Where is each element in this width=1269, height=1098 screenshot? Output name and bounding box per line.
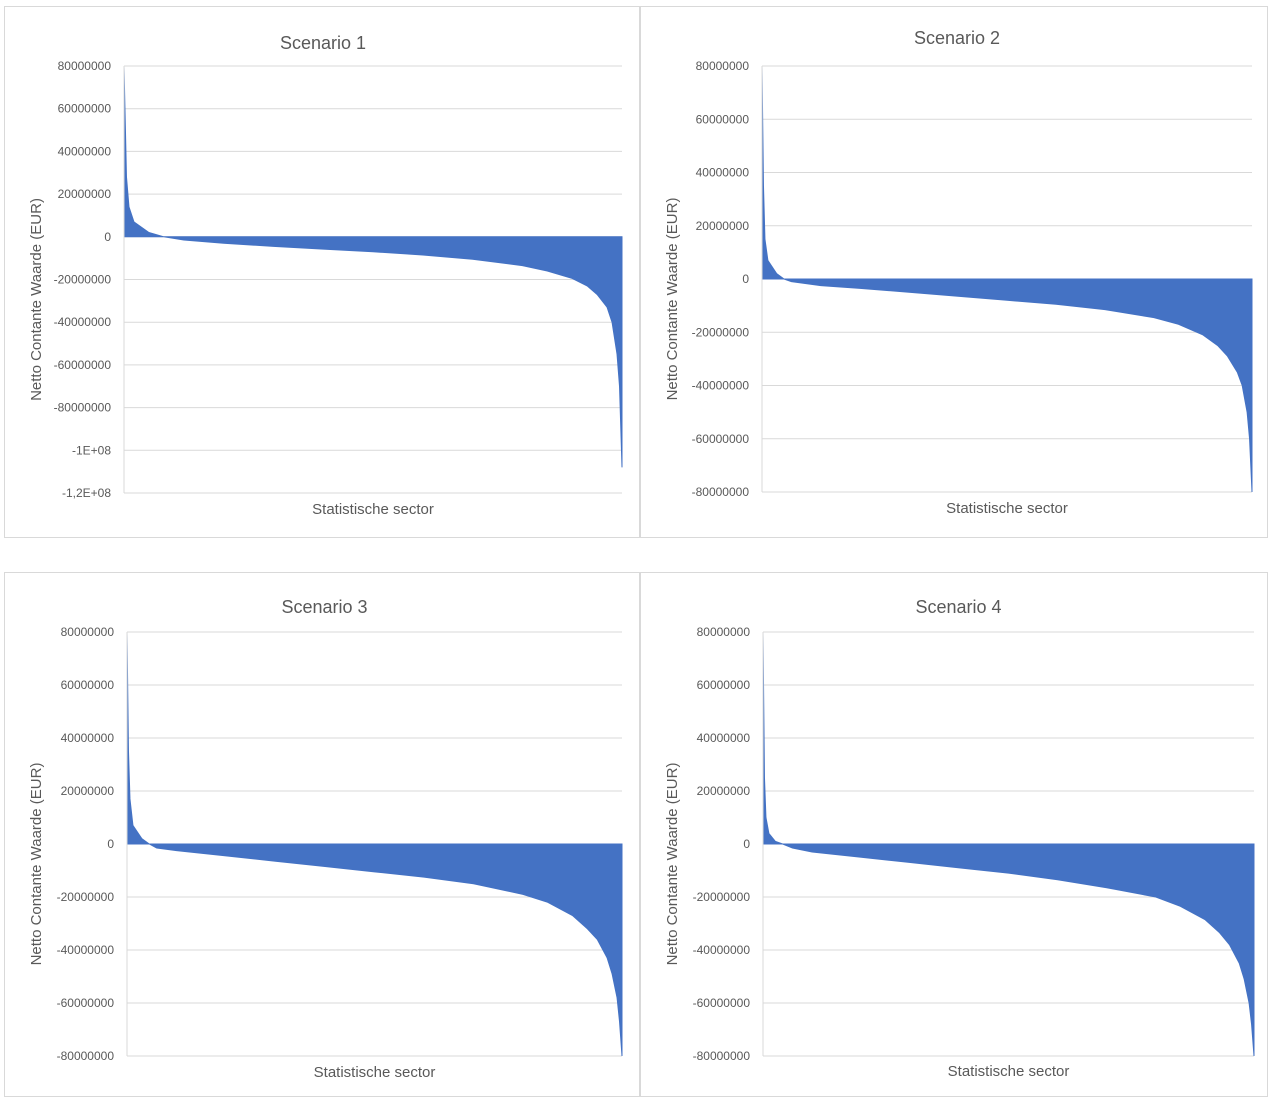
y-tick-label: -1E+08 — [72, 443, 111, 457]
y-tick-label: -40000000 — [693, 943, 751, 957]
y-tick-label: -60000000 — [692, 432, 750, 446]
y-tick-label: -60000000 — [693, 996, 751, 1010]
y-tick-label: 80000000 — [697, 625, 751, 639]
series-area — [762, 631, 1255, 1057]
y-tick-label: 80000000 — [696, 59, 750, 73]
chart-panel-scenario-1: 80000000 60000000 40000000 20000000 0 -200000… — [4, 6, 640, 538]
series-area — [126, 631, 623, 1057]
series-area — [761, 65, 1253, 493]
y-tick-label: 80000000 — [58, 59, 112, 73]
y-tick-label: 20000000 — [697, 784, 751, 798]
chart-panel-scenario-4: 80000000 60000000 40000000 20000000 0 -200000… — [640, 572, 1268, 1097]
chart-title: Scenario 3 — [281, 597, 367, 617]
y-tick-label: -1,2E+08 — [62, 486, 111, 500]
x-axis-title: Statistische sector — [314, 1064, 436, 1081]
chart-svg: 80000000 60000000 40000000 20000000 0 -200000… — [28, 33, 623, 518]
x-axis-title: Statistische sector — [946, 500, 1068, 517]
y-tick-label: 20000000 — [58, 187, 112, 201]
chart-svg: 80000000 60000000 40000000 20000000 0 -200000… — [28, 597, 623, 1081]
chart-title: Scenario 1 — [280, 33, 366, 53]
y-tick-label: 0 — [743, 837, 750, 851]
y-tick-label: 60000000 — [697, 678, 751, 692]
x-axis-title: Statistische sector — [312, 501, 434, 518]
y-tick-label: 0 — [742, 272, 749, 286]
y-tick-label: -80000000 — [57, 1049, 115, 1063]
y-tick-label: -40000000 — [57, 943, 115, 957]
chart-svg: 80000000 60000000 40000000 20000000 0 -200000… — [664, 28, 1253, 517]
y-tick-label: -20000000 — [57, 890, 115, 904]
y-tick-label: -80000000 — [54, 401, 112, 415]
y-tick-label: 20000000 — [61, 784, 115, 798]
y-tick-label: -20000000 — [692, 325, 750, 339]
y-tick-label: 40000000 — [61, 731, 115, 745]
y-tick-label: 40000000 — [58, 144, 112, 158]
y-axis-title: Netto Contante Waarde (EUR) — [664, 763, 681, 966]
y-tick-label: -20000000 — [54, 273, 112, 287]
y-tick-label: -20000000 — [693, 890, 751, 904]
chart-title: Scenario 2 — [914, 28, 1000, 48]
y-tick-label: 60000000 — [696, 112, 750, 126]
y-axis-title: Netto Contante Waarde (EUR) — [28, 198, 45, 401]
y-tick-label: -40000000 — [692, 379, 750, 393]
chart-title: Scenario 4 — [915, 597, 1001, 617]
y-tick-label: 40000000 — [696, 166, 750, 180]
y-tick-label: -60000000 — [57, 996, 115, 1010]
y-axis-title: Netto Contante Waarde (EUR) — [28, 763, 45, 966]
y-tick-label: 80000000 — [61, 625, 115, 639]
y-tick-label: 40000000 — [697, 731, 751, 745]
y-axis-title: Netto Contante Waarde (EUR) — [664, 198, 681, 401]
y-tick-label: 0 — [104, 230, 111, 244]
chart-panel-scenario-2: 80000000 60000000 40000000 20000000 0 -200000… — [640, 6, 1268, 538]
y-tick-label: 60000000 — [61, 678, 115, 692]
chart-svg: 80000000 60000000 40000000 20000000 0 -200000… — [664, 597, 1255, 1080]
y-tick-label: -80000000 — [692, 485, 750, 499]
y-tick-label: -40000000 — [54, 315, 112, 329]
chart-panel-scenario-3: 80000000 60000000 40000000 20000000 0 -200000… — [4, 572, 640, 1097]
series-area — [123, 65, 623, 468]
y-tick-label: 0 — [107, 837, 114, 851]
y-tick-label: 60000000 — [58, 102, 112, 116]
x-axis-title: Statistische sector — [948, 1063, 1070, 1080]
y-tick-label: -80000000 — [693, 1049, 751, 1063]
y-tick-label: 20000000 — [696, 219, 750, 233]
y-tick-label: -60000000 — [54, 358, 112, 372]
